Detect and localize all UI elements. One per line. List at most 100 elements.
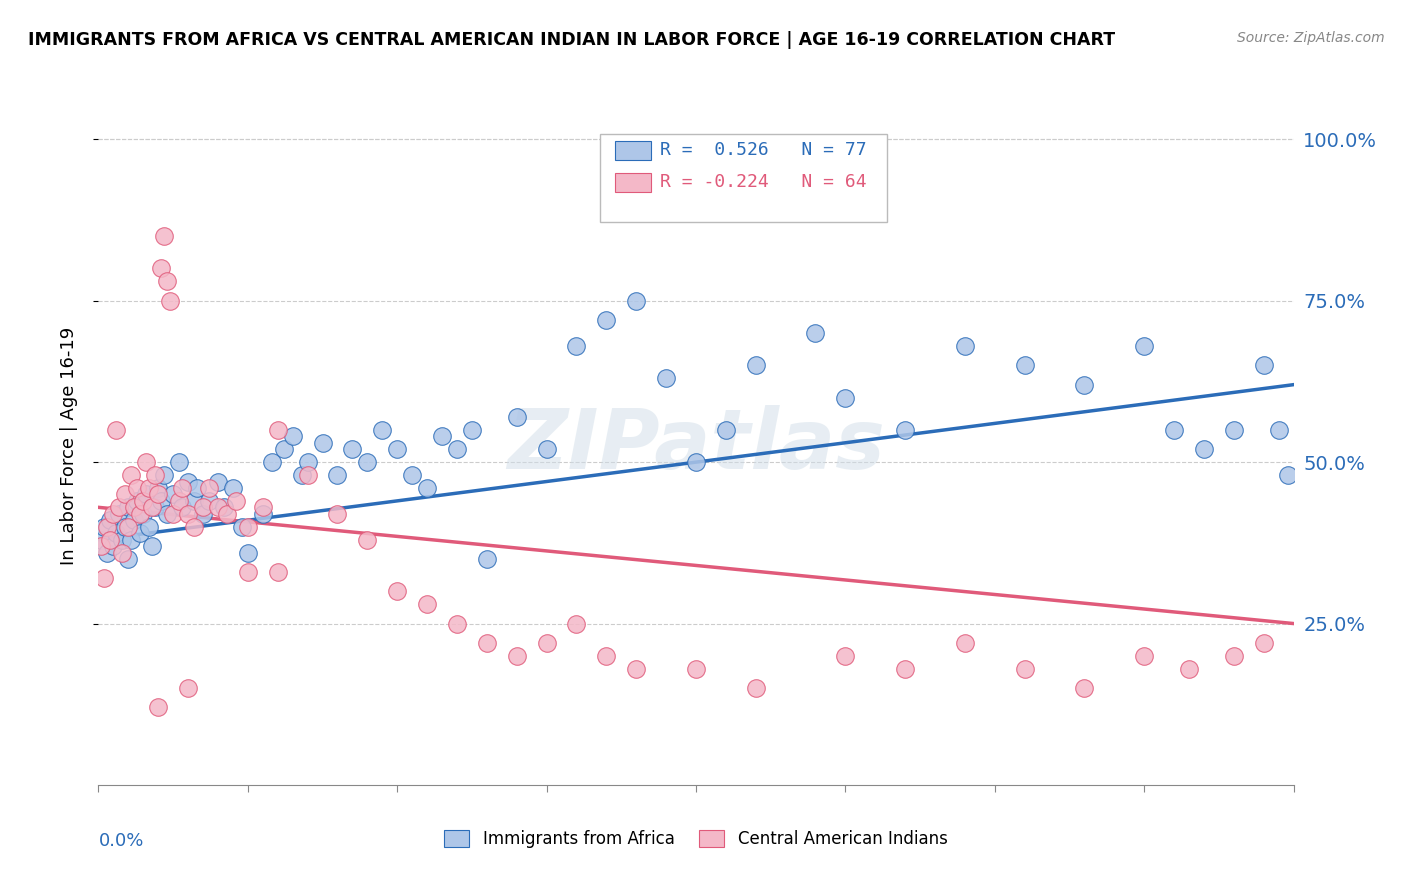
Text: IMMIGRANTS FROM AFRICA VS CENTRAL AMERICAN INDIAN IN LABOR FORCE | AGE 16-19 COR: IMMIGRANTS FROM AFRICA VS CENTRAL AMERIC… — [28, 31, 1115, 49]
Point — [141, 539, 163, 553]
Point — [273, 442, 295, 457]
Point — [162, 487, 184, 501]
Point — [401, 468, 423, 483]
Point — [162, 507, 184, 521]
Point — [1178, 662, 1201, 676]
Point — [98, 513, 122, 527]
Point — [141, 500, 163, 515]
Point — [1073, 681, 1095, 695]
Point — [745, 681, 768, 695]
FancyBboxPatch shape — [600, 134, 887, 222]
Point — [267, 423, 290, 437]
Point — [595, 313, 617, 327]
Point — [138, 519, 160, 533]
Point — [565, 339, 588, 353]
Point — [148, 700, 170, 714]
Point — [159, 293, 181, 308]
Point — [172, 500, 194, 515]
Point — [894, 423, 917, 437]
Point — [236, 545, 259, 559]
Point — [475, 552, 498, 566]
Point — [1253, 359, 1275, 373]
Point — [385, 442, 409, 457]
Point — [281, 429, 304, 443]
Point — [655, 371, 678, 385]
Point — [156, 274, 179, 288]
Point — [143, 468, 166, 483]
Point — [1277, 468, 1299, 483]
Point — [356, 533, 378, 547]
Point — [93, 519, 115, 533]
Y-axis label: In Labor Force | Age 16-19: In Labor Force | Age 16-19 — [59, 326, 77, 566]
Point — [506, 409, 529, 424]
Point — [114, 519, 136, 533]
Point — [117, 552, 139, 566]
Point — [446, 616, 468, 631]
Text: R =  0.526   N = 77: R = 0.526 N = 77 — [661, 142, 866, 160]
Point — [127, 481, 149, 495]
Point — [1253, 636, 1275, 650]
Point — [291, 468, 314, 483]
Point — [108, 507, 131, 521]
Point — [1192, 442, 1215, 457]
Point — [167, 455, 190, 469]
Point — [98, 533, 122, 547]
Point — [595, 648, 617, 663]
Point — [150, 494, 173, 508]
Point — [356, 455, 378, 469]
Point — [183, 519, 205, 533]
Point — [834, 648, 856, 663]
Point — [416, 481, 439, 495]
Point — [626, 293, 648, 308]
Point — [105, 423, 128, 437]
Point — [267, 565, 290, 579]
Point — [120, 468, 142, 483]
Point — [108, 500, 131, 515]
FancyBboxPatch shape — [614, 173, 651, 192]
Point — [124, 500, 146, 515]
Point — [177, 507, 200, 521]
Point — [183, 494, 205, 508]
Point — [167, 494, 190, 508]
Point — [297, 455, 319, 469]
Point — [1267, 423, 1289, 437]
Point — [105, 526, 128, 541]
Point — [475, 636, 498, 650]
Point — [953, 339, 976, 353]
Point — [93, 571, 115, 585]
Point — [252, 500, 274, 515]
FancyBboxPatch shape — [614, 141, 651, 160]
Point — [132, 507, 155, 521]
Text: Source: ZipAtlas.com: Source: ZipAtlas.com — [1237, 31, 1385, 45]
Point — [90, 533, 112, 547]
Point — [342, 442, 364, 457]
Point — [953, 636, 976, 650]
Point — [536, 442, 558, 457]
Point — [117, 500, 139, 515]
Point — [177, 681, 200, 695]
Point — [311, 435, 333, 450]
Point — [215, 507, 238, 521]
Point — [1014, 359, 1036, 373]
Point — [198, 481, 221, 495]
Point — [326, 507, 349, 521]
Legend: Immigrants from Africa, Central American Indians: Immigrants from Africa, Central American… — [437, 823, 955, 855]
Point — [132, 494, 155, 508]
Point — [103, 507, 125, 521]
Point — [385, 584, 409, 599]
Point — [1133, 648, 1156, 663]
Point — [127, 494, 149, 508]
Point — [191, 500, 214, 515]
Point — [236, 565, 259, 579]
Point — [138, 481, 160, 495]
Point — [225, 494, 247, 508]
Point — [96, 545, 118, 559]
Point — [150, 261, 173, 276]
Point — [536, 636, 558, 650]
Point — [156, 507, 179, 521]
Point — [371, 423, 394, 437]
Point — [222, 481, 245, 495]
Point — [461, 423, 484, 437]
Point — [143, 500, 166, 515]
Point — [430, 429, 453, 443]
